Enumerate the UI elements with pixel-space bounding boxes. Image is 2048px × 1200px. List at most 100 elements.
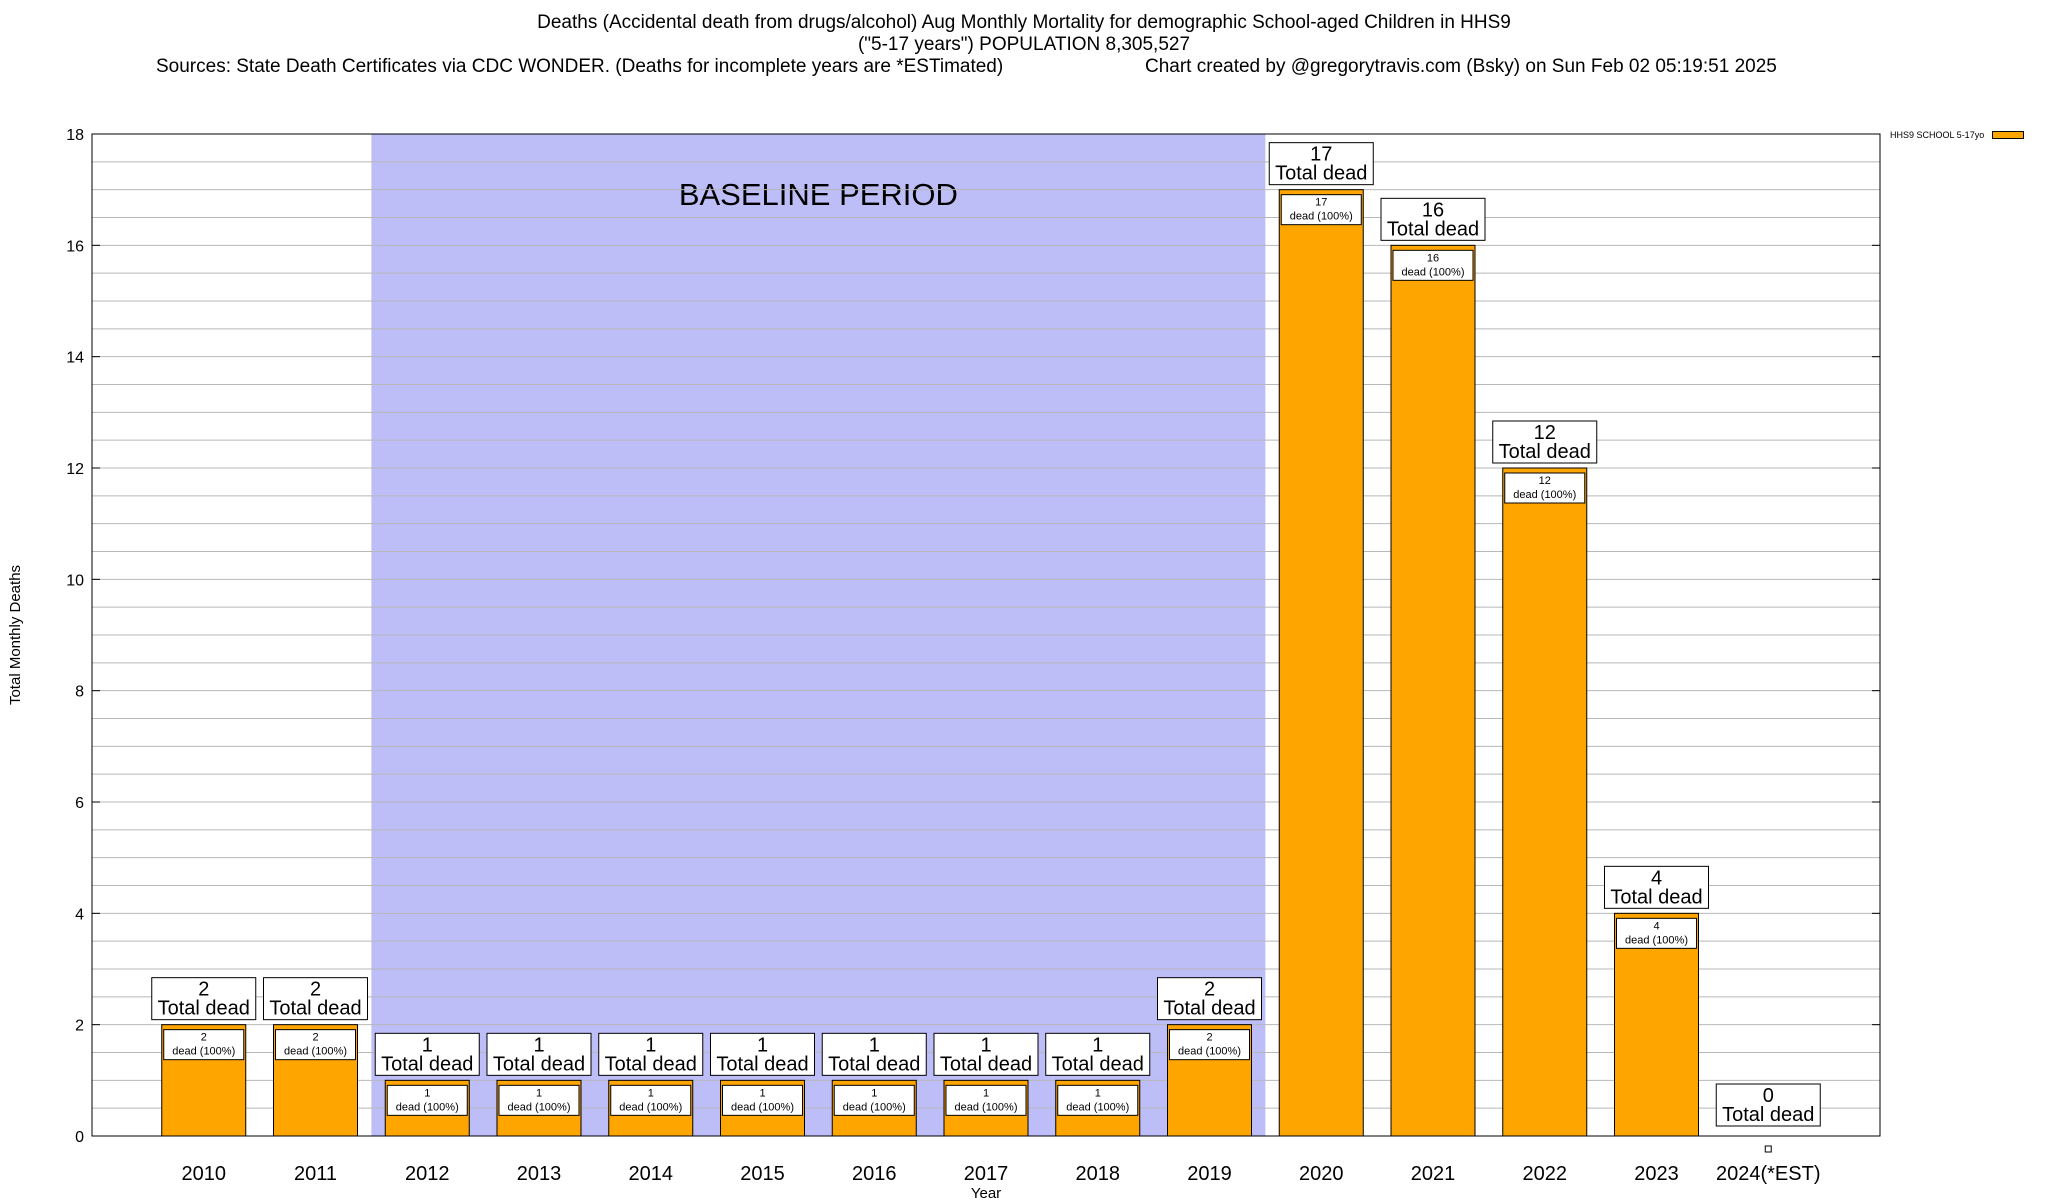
x-tick-label: 2017: [964, 1163, 1009, 1185]
segment-label-value: 4: [1653, 920, 1659, 932]
total-label-value: 0: [1763, 1085, 1774, 1107]
total-label-value: 2: [198, 979, 209, 1001]
segment-label-text: dead (100%): [1066, 1101, 1129, 1113]
segment-label-text: dead (100%): [1513, 489, 1576, 501]
total-label-box: [486, 1032, 592, 1076]
chart-sources: Sources: State Death Certificates via CD…: [156, 56, 1004, 77]
total-label-value: 17: [1310, 144, 1332, 166]
segment-label-value: 1: [759, 1087, 765, 1099]
y-tick-label: 16: [66, 238, 84, 255]
segment-label-value: 1: [536, 1087, 542, 1099]
segment-label-text: dead (100%): [955, 1101, 1018, 1113]
total-label-box: [1157, 977, 1262, 1021]
chart-header: Deaths (Accidental death from drugs/alco…: [0, 12, 2048, 78]
segment-label-box: [386, 1084, 468, 1116]
y-tick-label: 18: [66, 127, 84, 144]
segment-label-text: dead (100%): [731, 1101, 794, 1113]
segment-label-value: 2: [1206, 1032, 1212, 1044]
segment-label-value: 1: [648, 1087, 654, 1099]
bar-2021: [1390, 244, 1476, 1137]
x-tick-label: 2018: [1076, 1163, 1121, 1185]
total-label-box: [710, 1032, 815, 1076]
chart-legend: HHS9 SCHOOL 5-17yo: [1890, 130, 2025, 140]
total-label-box: [1492, 420, 1598, 464]
segment-label-text: dead (100%): [1290, 211, 1353, 223]
bars-layer: [161, 189, 1699, 1137]
x-tick-label: 2010: [182, 1163, 227, 1185]
segment-label-box: [1057, 1084, 1139, 1116]
x-tick-label: 2014: [629, 1163, 674, 1185]
segment-label-box: [722, 1084, 803, 1116]
segment-label-text: dead (100%): [619, 1101, 682, 1113]
segment-label-text: dead (100%): [508, 1101, 571, 1113]
segment-label-value: 2: [312, 1032, 318, 1044]
segment-label-text: dead (100%): [172, 1046, 235, 1058]
total-label-text: Total dead: [940, 1053, 1032, 1075]
segment-label-box: [1280, 194, 1362, 226]
total-label-text: Total dead: [1163, 998, 1255, 1020]
bar-2023: [1614, 912, 1699, 1137]
total-label-box: [1604, 865, 1709, 909]
segment-label-value: 1: [1095, 1087, 1101, 1099]
total-label-value: 2: [1204, 979, 1215, 1001]
total-label-text: Total dead: [158, 998, 250, 1020]
total-label-value: 1: [645, 1034, 656, 1056]
x-tick-label: 2019: [1187, 1163, 1232, 1185]
segment-label-value: 2: [201, 1032, 207, 1044]
x-tick-label: 2024(*EST): [1716, 1163, 1821, 1185]
y-tick-label: 2: [75, 1018, 84, 1035]
segment-label-text: dead (100%): [1178, 1046, 1241, 1058]
total-label-box: [598, 1032, 704, 1076]
y-tick-label: 6: [75, 795, 84, 812]
total-label-box: [151, 977, 257, 1021]
segment-label-text: dead (100%): [843, 1101, 906, 1113]
total-label-text: Total dead: [1722, 1104, 1814, 1126]
total-label-text: Total dead: [493, 1053, 585, 1075]
total-label-text: Total dead: [828, 1053, 920, 1075]
total-label-box: [1045, 1032, 1151, 1076]
total-label-text: Total dead: [381, 1053, 473, 1075]
total-label-value: 1: [980, 1034, 991, 1056]
total-label-box: [1380, 197, 1486, 241]
zero-point-marker: [1764, 1145, 1772, 1153]
total-label-value: 1: [422, 1034, 433, 1056]
segment-label-text: dead (100%): [396, 1101, 459, 1113]
segment-label-box: [1616, 917, 1697, 949]
total-label-text: Total dead: [1387, 218, 1479, 240]
legend-label: HHS9 SCHOOL 5-17yo: [1890, 130, 1985, 140]
x-tick-label: 2020: [1299, 1163, 1344, 1185]
chart-title-line-1: Deaths (Accidental death from drugs/alco…: [537, 12, 1511, 33]
x-tick-label: 2022: [1523, 1163, 1568, 1185]
total-label-value: 1: [1092, 1034, 1103, 1056]
segment-label-box: [275, 1029, 356, 1061]
segment-label-box: [1169, 1029, 1250, 1061]
x-tick-label: 2016: [852, 1163, 897, 1185]
total-label-box: [374, 1032, 480, 1076]
x-axis-title: Year: [971, 1185, 1001, 1200]
total-label-box: [263, 977, 368, 1021]
segment-label-box: [163, 1029, 245, 1061]
x-tick-label: 2023: [1634, 1163, 1679, 1185]
total-label-box: [1715, 1083, 1821, 1127]
y-axis-title: Total Monthly Deaths: [7, 565, 24, 705]
total-label-text: Total dead: [605, 1053, 697, 1075]
segment-label-box: [498, 1084, 580, 1116]
total-label-box: [933, 1032, 1039, 1076]
legend-swatch: [1992, 131, 2025, 139]
total-label-value: 2: [310, 979, 321, 1001]
x-tick-label: 2013: [517, 1163, 562, 1185]
total-label-value: 1: [869, 1034, 880, 1056]
x-tick-label: 2011: [294, 1163, 337, 1185]
plot-frame: [91, 133, 1881, 1137]
segment-label-value: 16: [1427, 252, 1439, 264]
segment-label-text: dead (100%): [1402, 266, 1465, 278]
y-tick-label: 0: [75, 1129, 84, 1146]
segment-label-text: dead (100%): [1625, 934, 1688, 946]
bar-2022: [1502, 467, 1588, 1137]
segment-label-value: 17: [1315, 197, 1327, 209]
segment-label-box: [610, 1084, 692, 1116]
segment-label-value: 1: [424, 1087, 430, 1099]
y-tick-label: 4: [75, 906, 84, 923]
total-label-text: Total dead: [269, 998, 361, 1020]
